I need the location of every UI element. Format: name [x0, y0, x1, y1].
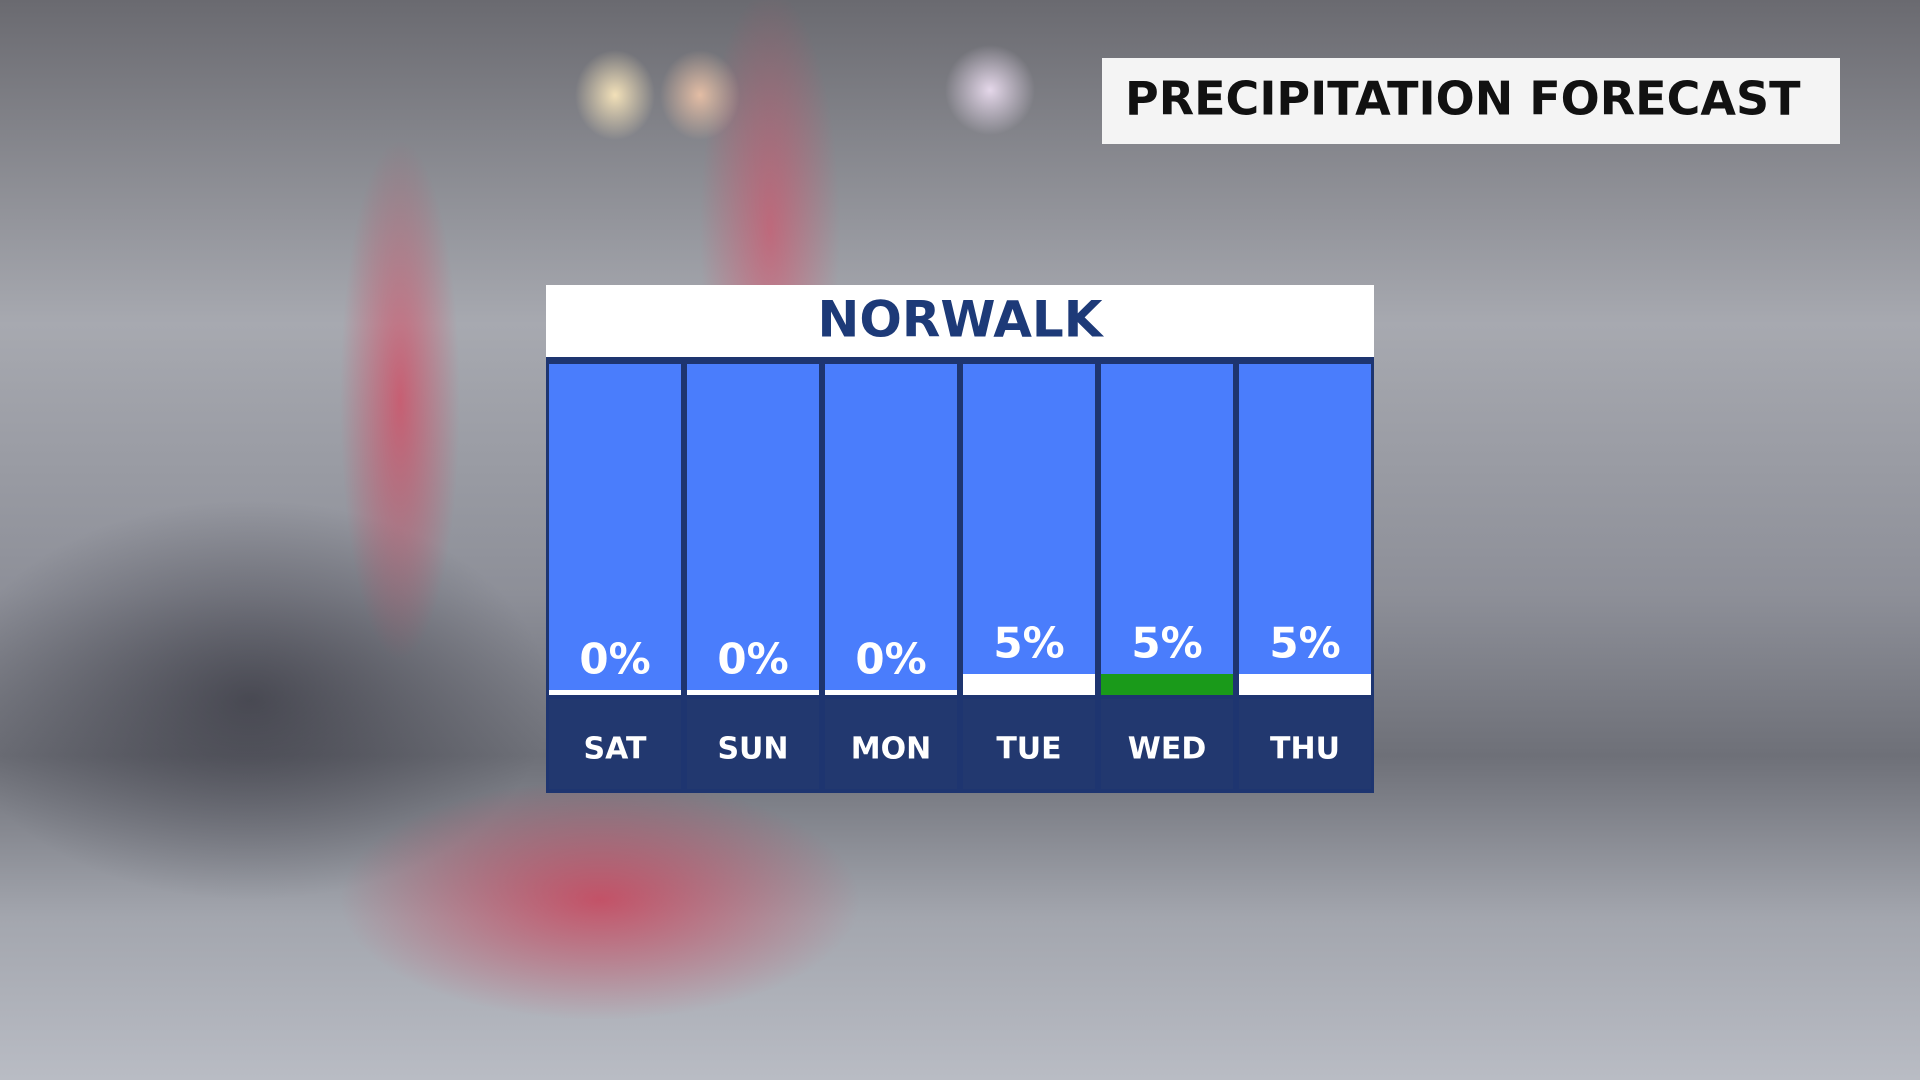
chart-title: NORWALK	[817, 291, 1104, 349]
column	[1239, 364, 1371, 695]
day-label: SUN	[717, 732, 788, 767]
day-label: THU	[1270, 732, 1340, 767]
column	[963, 364, 1095, 695]
baseline-strip	[825, 690, 957, 695]
baseline-strip	[1239, 690, 1371, 695]
panel	[546, 285, 1374, 793]
day-box	[1239, 699, 1371, 789]
day-box	[549, 699, 681, 789]
value-label: 5%	[1269, 619, 1340, 668]
baseline-strip	[687, 690, 819, 695]
baseline-strip	[549, 690, 681, 695]
day-box	[687, 699, 819, 789]
day-box	[825, 699, 957, 789]
panel-header	[546, 285, 1374, 357]
baseline-strip	[963, 690, 1095, 695]
day-label: TUE	[996, 732, 1061, 767]
banner-box	[1102, 58, 1840, 144]
day-box	[963, 699, 1095, 789]
column	[549, 364, 681, 695]
day-label: MON	[851, 732, 931, 767]
bar	[1239, 674, 1371, 690]
day-box	[1101, 699, 1233, 789]
column	[1101, 364, 1233, 695]
day-label: SAT	[584, 732, 647, 767]
bar	[1101, 674, 1233, 690]
column	[687, 364, 819, 695]
bar	[963, 674, 1095, 690]
value-label: 0%	[855, 635, 926, 684]
day-label: WED	[1128, 732, 1207, 767]
value-label: 0%	[717, 635, 788, 684]
banner-title: PRECIPITATION FORECAST	[1125, 72, 1801, 126]
value-label: 0%	[579, 635, 650, 684]
baseline-strip	[1101, 690, 1233, 695]
value-label: 5%	[1131, 619, 1202, 668]
value-label: 5%	[993, 619, 1064, 668]
column	[825, 364, 957, 695]
